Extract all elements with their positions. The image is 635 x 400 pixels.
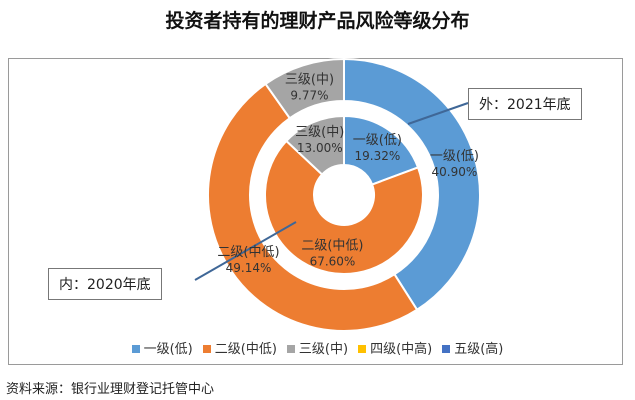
outer-slice-0-name: 一级(低) bbox=[430, 149, 479, 164]
inner-slice-2 bbox=[284, 114, 345, 176]
inner-slice-2-value: 13.00% bbox=[297, 141, 343, 155]
slice-labels: 一级(低)40.90%二级(中低)49.14%三级(中)9.77%一级(低)19… bbox=[217, 72, 479, 275]
legend-item-1: 二级(中低) bbox=[202, 338, 277, 357]
inner-slice-0-value: 19.32% bbox=[355, 149, 401, 163]
legend-label-1: 二级(中低) bbox=[214, 342, 277, 357]
outer-slice-2-value: 9.77% bbox=[290, 88, 328, 102]
leader-lines bbox=[194, 102, 469, 281]
inner-slice-0 bbox=[343, 114, 420, 186]
legend-swatch-3 bbox=[358, 344, 367, 353]
outer-slice-2-name: 三级(中) bbox=[285, 72, 334, 87]
legend-label-0: 一级(低) bbox=[143, 342, 193, 357]
legend-label-2: 三级(中) bbox=[298, 342, 349, 357]
legend-swatch-1 bbox=[202, 344, 211, 353]
inner-slice-0-name: 一级(低) bbox=[353, 133, 402, 148]
outer-slice-0-value: 40.90% bbox=[432, 165, 478, 179]
outer-ring-callout: 外：2021年底 bbox=[468, 88, 582, 120]
legend-swatch-0 bbox=[131, 344, 140, 353]
inner-ring-callout: 内：2020年底 bbox=[48, 268, 162, 300]
outer-leader-line bbox=[407, 102, 469, 125]
slices-layer bbox=[207, 57, 481, 332]
outer-slice-0 bbox=[343, 57, 481, 312]
chart-title: 投资者持有的理财产品风险等级分布 bbox=[165, 10, 470, 32]
inner-slice-2-name: 三级(中) bbox=[295, 125, 344, 140]
inner-slice-1 bbox=[264, 139, 424, 275]
source-note: 资料来源：银行业理财登记托管中心 bbox=[6, 382, 215, 397]
outer-slice-1 bbox=[207, 82, 419, 332]
inner-slice-1-value: 67.60% bbox=[310, 254, 356, 268]
outer-slice-1-value: 49.14% bbox=[226, 261, 272, 275]
inner-slice-1-name: 二级(中低) bbox=[301, 238, 363, 253]
inner-leader-line bbox=[194, 221, 297, 281]
legend: 一级(低) 二级(中低) 三级(中) 四级(中高) 五级(高) bbox=[0, 338, 635, 357]
legend-item-4: 五级(高) bbox=[442, 338, 503, 357]
outer-slice-2 bbox=[264, 57, 345, 120]
legend-label-4: 五级(高) bbox=[454, 342, 504, 357]
legend-item-2: 三级(中) bbox=[286, 338, 349, 357]
legend-item-0: 一级(低) bbox=[131, 338, 193, 357]
legend-swatch-4 bbox=[442, 344, 451, 353]
legend-item-3: 四级(中高) bbox=[358, 338, 432, 357]
legend-swatch-2 bbox=[286, 344, 295, 353]
outer-slice-1-name: 二级(中低) bbox=[217, 245, 279, 260]
legend-label-3: 四级(中高) bbox=[370, 342, 433, 357]
